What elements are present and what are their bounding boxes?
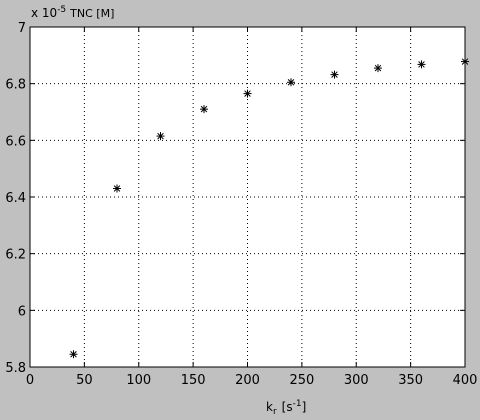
x-tick-label: 150 <box>181 373 206 388</box>
data-point <box>113 184 121 193</box>
data-point <box>330 70 339 79</box>
y-tick-label: 6.6 <box>5 134 26 149</box>
x-axis-title: kr [s-1] <box>266 399 306 417</box>
x-tick-label: 200 <box>235 373 260 388</box>
y-tick-label: 6 <box>18 304 26 319</box>
y-tick-label: 5.8 <box>5 361 26 376</box>
y-tick-label: 6.2 <box>5 248 26 263</box>
y-tick-label: 7 <box>18 21 26 36</box>
y-tick-labels: 5.8 6 6.2 6.4 6.6 6.8 7 <box>5 21 26 376</box>
x-tick-label: 50 <box>76 373 93 388</box>
x-axis-subscript: r <box>273 407 277 417</box>
y-scale-suffix: TNC [M] <box>69 7 114 20</box>
y-tick-label: 6.4 <box>5 191 26 206</box>
data-point <box>287 78 295 87</box>
x-tick-label: 300 <box>344 373 369 388</box>
grid-lines <box>30 27 465 367</box>
data-point <box>243 89 252 98</box>
y-scale-factor: x 10-5 TNC [M] <box>31 5 114 20</box>
x-tick-label: 100 <box>126 373 151 388</box>
y-scale-prefix: x 10 <box>31 6 57 20</box>
data-point <box>461 57 469 66</box>
x-tick-label: 350 <box>398 373 423 388</box>
y-scale-exponent: -5 <box>57 5 66 15</box>
x-axis-unit-prefix: [s <box>282 400 293 414</box>
data-point <box>69 350 78 359</box>
x-tick-label: 400 <box>453 373 478 388</box>
data-points <box>69 57 469 359</box>
data-point <box>374 64 382 73</box>
y-tick-label: 6.8 <box>5 78 26 93</box>
x-axis-unit-suffix: ] <box>302 400 307 414</box>
x-tick-labels: 0 50 100 150 200 250 300 350 400 <box>26 373 478 388</box>
x-axis-unit-superscript: -1 <box>293 399 302 409</box>
data-point <box>417 60 426 69</box>
data-point <box>156 132 165 141</box>
data-point <box>200 105 208 114</box>
plot-frame <box>29 26 466 368</box>
x-axis-symbol: k <box>266 400 273 414</box>
x-tick-label: 0 <box>26 373 34 388</box>
x-tick-label: 250 <box>289 373 314 388</box>
